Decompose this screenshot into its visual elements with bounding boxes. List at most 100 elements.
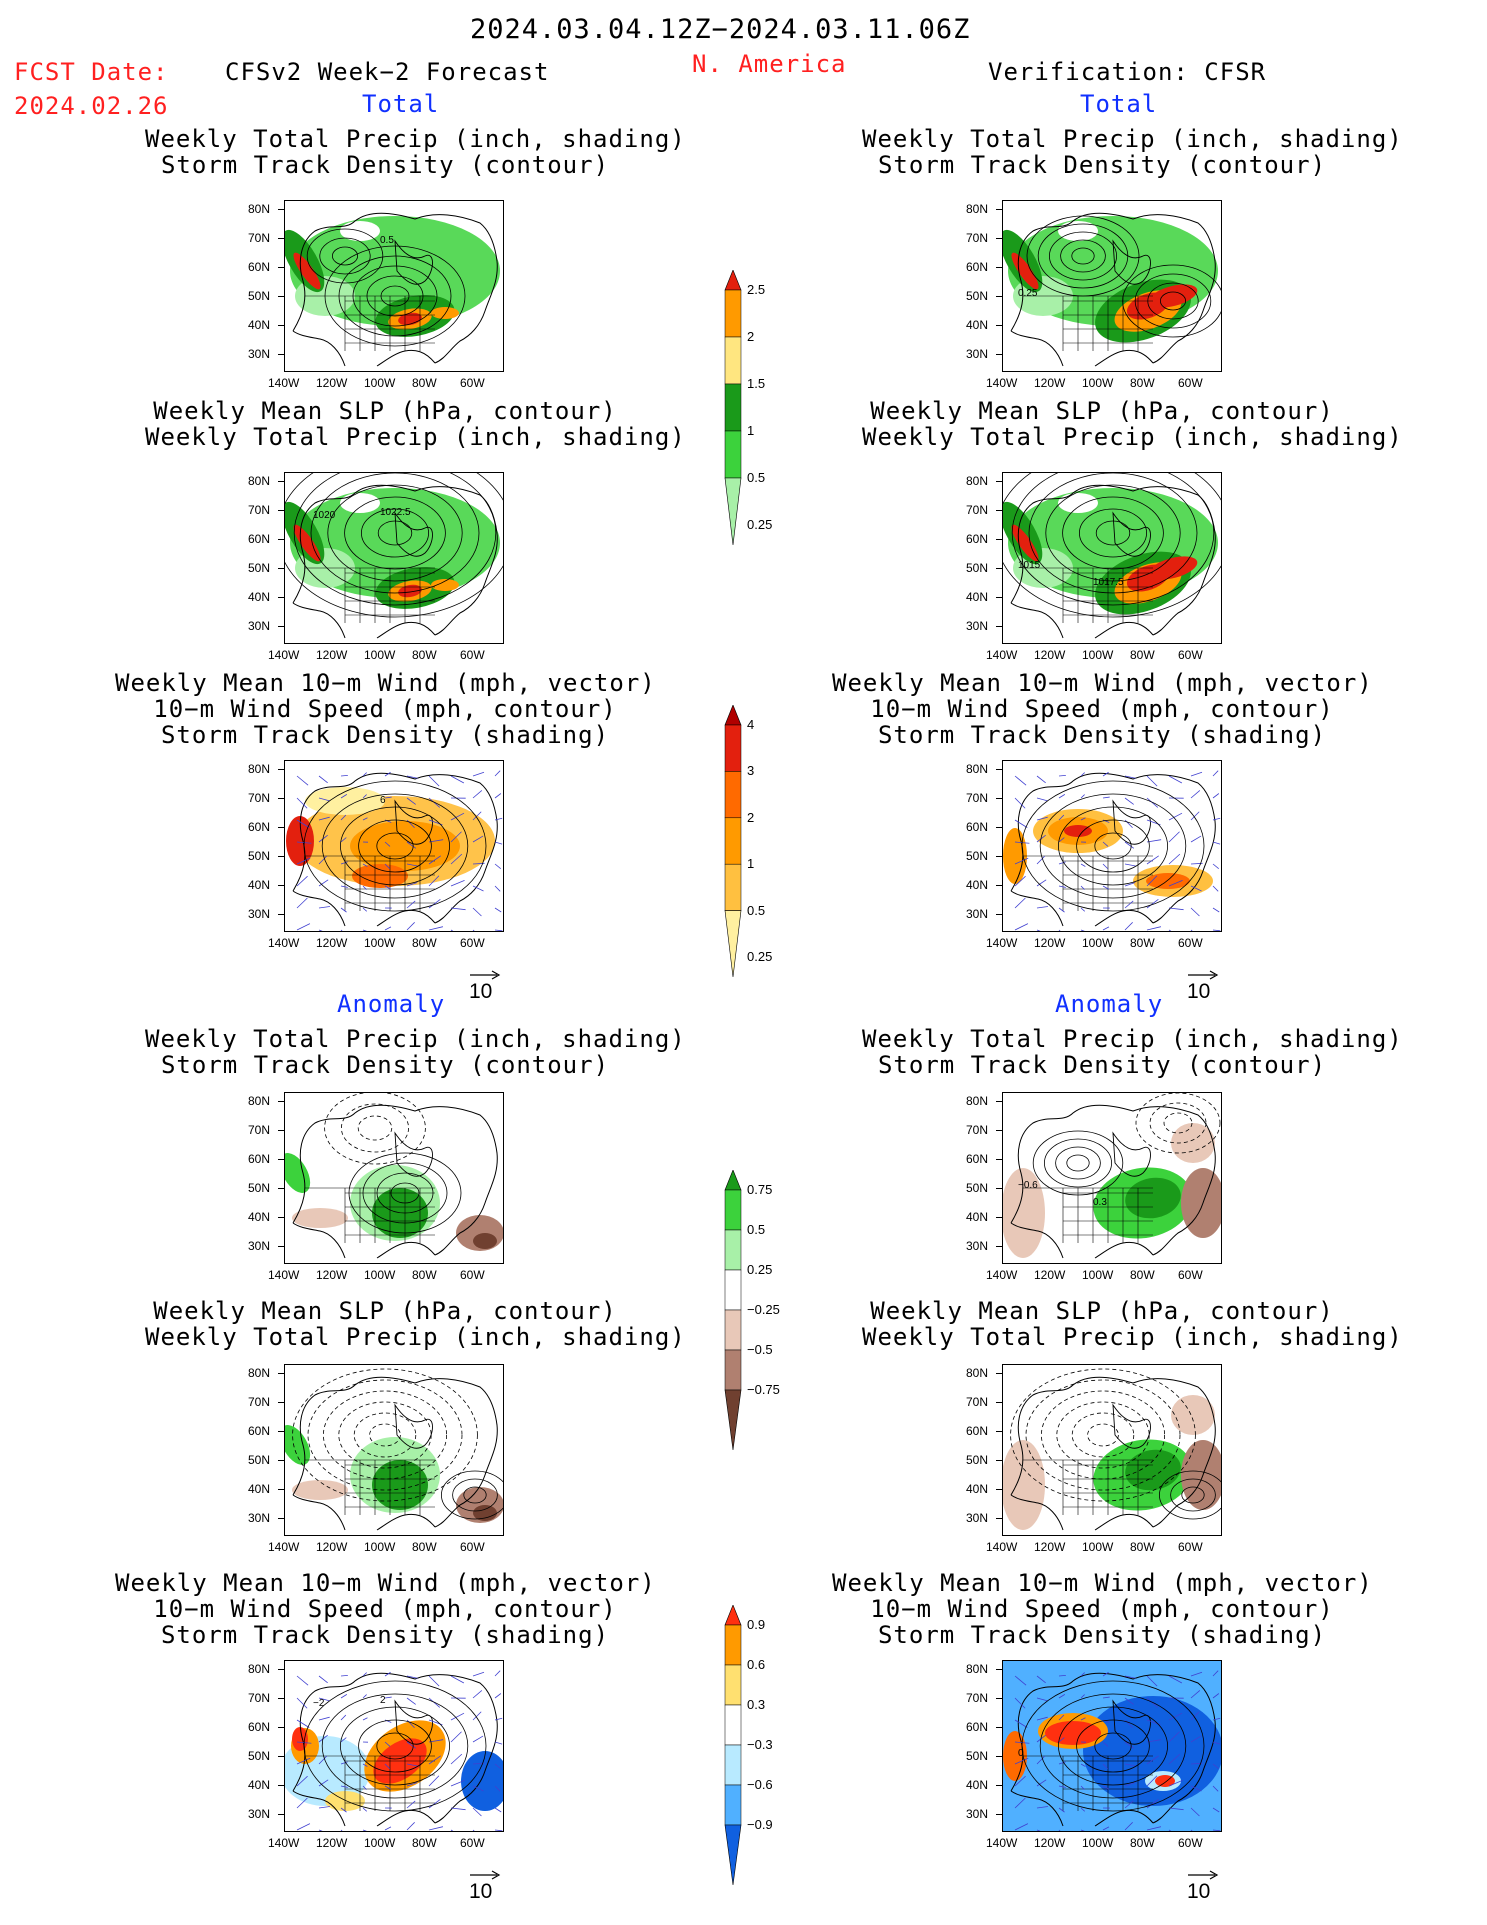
- contour-line: [362, 1162, 448, 1224]
- map-obs-anom-wind-storm: 0: [1002, 1660, 1222, 1832]
- wind-vector: [428, 797, 441, 808]
- lat-label: 30N: [966, 907, 989, 921]
- contour-line: [323, 1390, 447, 1480]
- wind-vector: [1190, 1711, 1200, 1721]
- colorbar-label: 0.75: [747, 1182, 773, 1197]
- wind-vector: [384, 1763, 391, 1770]
- lat-label: 30N: [248, 907, 271, 921]
- state-borders: [305, 1755, 435, 1811]
- contour-line: [1028, 473, 1198, 594]
- wind-vector: [1168, 1675, 1183, 1684]
- colorbar-label: 0.5: [747, 902, 766, 918]
- contour-line: [332, 246, 359, 266]
- wind-vector: [1124, 922, 1133, 931]
- contour-line: [321, 1693, 469, 1799]
- wind-vector: [1058, 907, 1065, 913]
- precip-max-ne: [1148, 284, 1198, 308]
- wind-vector: [296, 797, 308, 809]
- colorbar-label: 0.5: [747, 470, 766, 485]
- lon-label: 100W: [1082, 1268, 1114, 1282]
- wind-vector: [318, 1755, 328, 1765]
- contour-line: [1122, 264, 1221, 338]
- lon-label: 120W: [316, 1540, 348, 1554]
- map-layer: 1015 1017.5: [1003, 473, 1221, 639]
- wind-vector: [340, 861, 348, 865]
- lon-label: 140W: [986, 1540, 1018, 1554]
- wind-vector: [1190, 811, 1200, 821]
- lat-label: 40N: [248, 318, 271, 332]
- colorbar-arrow-bottom: [724, 1389, 742, 1451]
- wind-vector: [1014, 1719, 1028, 1728]
- wind-vector: [472, 885, 484, 892]
- colorbar-storm_total: [723, 704, 743, 985]
- lat-tick: [278, 1489, 284, 1490]
- wind-vector: [1036, 1697, 1048, 1702]
- wind-vector: [362, 772, 367, 777]
- vector-ref-obs-total: 10: [1187, 970, 1219, 1004]
- wind-vector: [1102, 1826, 1110, 1831]
- contour-line: [390, 1182, 420, 1204]
- lat-tick: [996, 914, 1002, 915]
- lon-label: 120W: [1034, 936, 1066, 950]
- contour-line: [1163, 1112, 1193, 1134]
- wind-vector: [1124, 775, 1136, 779]
- wind-vector: [428, 1675, 440, 1687]
- state-borders: [305, 295, 435, 351]
- wind-vector: [1124, 1822, 1133, 1831]
- wind-vector: [472, 1735, 484, 1743]
- lat-tick: [996, 626, 1002, 627]
- wind-vector: [1168, 879, 1183, 887]
- no-precip-gap: [1058, 493, 1098, 513]
- map-fc-anom-wind-storm: 2 −2: [284, 1660, 504, 1832]
- wind-vector: [362, 1672, 367, 1677]
- lat-label: 70N: [248, 231, 271, 245]
- wind-vector: [1014, 1797, 1026, 1809]
- lon-label: 80W: [412, 936, 437, 950]
- lat-tick: [278, 1785, 284, 1786]
- wind-vector: [296, 1797, 308, 1809]
- map-layer: 0.25: [1003, 212, 1221, 367]
- lon-label: 120W: [1034, 648, 1066, 662]
- wind-vector: [1146, 875, 1158, 887]
- contour-line: [1045, 484, 1181, 582]
- lat-tick: [278, 1518, 284, 1519]
- wind-vector: [1212, 1717, 1221, 1721]
- contour-line: [1062, 496, 1164, 570]
- contour-label: 0: [1018, 1748, 1024, 1759]
- wind-vector: [296, 819, 310, 828]
- map-layer: 0: [1003, 1661, 1221, 1831]
- wind-vector: [1212, 863, 1219, 869]
- wind-vector: [1146, 1697, 1159, 1708]
- wind-vector: [1080, 1763, 1086, 1767]
- contour-line: [344, 496, 446, 570]
- contour-line: [1071, 1412, 1135, 1458]
- contour-label: 0.3: [1093, 1197, 1107, 1208]
- lat-label: 50N: [248, 1453, 271, 1467]
- contour-line: [1076, 819, 1150, 873]
- lat-tick: [278, 856, 284, 857]
- wind-vector: [296, 1697, 308, 1709]
- contour-line: [303, 1680, 487, 1812]
- wind-vector: [1080, 1785, 1085, 1790]
- wind-vector: [1058, 861, 1066, 865]
- lat-tick: [996, 568, 1002, 569]
- wind-vector: [362, 1785, 367, 1790]
- lat-tick: [996, 798, 1002, 799]
- contour-line: [1039, 793, 1187, 899]
- wind-vector: [1146, 797, 1159, 808]
- wind-vector: [362, 907, 368, 912]
- anomaly-section-label-left: Anomaly: [337, 990, 446, 1018]
- wind-vector: [472, 1671, 485, 1677]
- wind-vector: [1036, 1829, 1041, 1831]
- lat-tick: [278, 1101, 284, 1102]
- wind-vector: [406, 1822, 415, 1831]
- wind-vector: [450, 831, 462, 843]
- wind-vector: [1014, 1675, 1027, 1686]
- colorbar-segment: [724, 1189, 742, 1231]
- lat-label: 50N: [248, 1749, 271, 1763]
- panel-title-fc-anom-precip-storm: Weekly Total Precip (inch, shading) Storm…: [145, 1025, 686, 1079]
- contour-label: 0.25: [1018, 288, 1038, 299]
- wind-vector: [1168, 831, 1180, 843]
- map-fc-anom-precip-storm: [284, 1092, 504, 1264]
- state-borders: [305, 1187, 435, 1243]
